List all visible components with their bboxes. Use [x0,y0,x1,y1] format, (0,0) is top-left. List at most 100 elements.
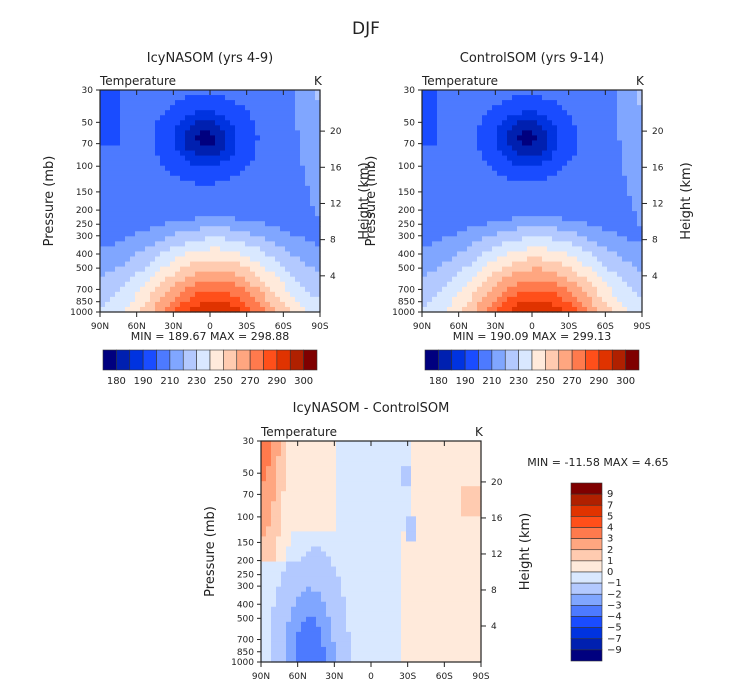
contour-cell [532,236,538,242]
contour-cell [452,155,458,162]
contour-cell [492,95,498,101]
contour-cell [527,95,533,101]
contour-cell [472,201,478,207]
contour-cell [482,185,488,192]
contour-cell [607,216,613,222]
contour-cell [306,511,312,517]
contour-cell [492,271,498,278]
contour-cell [587,155,593,162]
contour-cell [310,180,316,187]
contour-cell [512,120,518,126]
contour-cell [587,271,593,278]
contour-cell [457,180,463,187]
contour-cell [266,646,272,653]
contour-cell [306,546,312,553]
contour-cell [637,226,643,232]
contour-cell [582,145,588,152]
contour-cell [592,100,598,106]
contour-cell [260,206,266,212]
contour-cell [225,276,231,283]
contour-cell [215,266,221,273]
contour-cell [306,461,312,467]
contour-cell [230,130,236,137]
contour-cell [427,185,433,192]
contour-cell [140,190,146,197]
contour-cell [291,616,297,623]
contour-cell [617,135,623,142]
contour-cell [120,165,126,172]
contour-cell [170,185,176,192]
contour-cell [462,130,468,137]
contour-cell [442,145,448,152]
contour-cell [482,90,488,96]
contour-cell [306,476,312,482]
contour-cell [291,551,297,558]
contour-cell [275,195,281,202]
contour-cell [305,145,311,152]
contour-cell [261,631,267,638]
contour-cell [572,190,578,197]
contour-cell [612,281,618,288]
contour-cell [326,516,332,522]
contour-cell [306,441,312,447]
contour-cell [577,246,583,253]
contour-cell [215,301,221,308]
contour-cell [115,190,121,197]
contour-cell [125,120,131,126]
contour-cell [230,180,236,187]
contour-cell [442,231,448,237]
contour-cell [336,456,342,462]
contour-cell [467,236,473,242]
contour-cell [577,276,583,283]
contour-cell [290,105,296,111]
contour-cell [235,251,241,258]
contour-cell [255,100,261,106]
contour-cell [437,291,443,298]
contour-cell [115,231,121,237]
contour-cell [130,150,136,157]
contour-cell [275,296,281,303]
colorbar-label: 270 [241,376,260,387]
contour-cell [160,256,166,263]
contour-cell [170,150,176,157]
contour-cell [612,301,618,308]
contour-cell [145,241,151,248]
contour-cell [240,206,246,212]
contour-cell [567,226,573,232]
contour-cell [286,501,292,507]
contour-cell [477,211,483,217]
contour-cell [125,301,131,308]
contour-cell [637,150,643,157]
contour-cell [255,291,261,298]
contour-cell [472,170,478,177]
contour-cell [230,110,236,116]
contour-cell [517,291,523,298]
contour-cell [492,115,498,121]
contour-cell [295,155,301,162]
contour-cell [617,206,623,212]
contour-cell [507,155,513,162]
contour-cell [311,571,317,578]
contour-cell [230,105,236,111]
contour-cell [637,195,643,202]
contour-cell [140,281,146,288]
contour-cell [457,251,463,258]
contour-cell [316,471,322,477]
contour-cell [356,521,362,527]
contour-cell [522,281,528,288]
contour-cell [477,90,483,96]
colorbar-swatch [289,349,304,371]
contour-cell [286,611,292,618]
contour-cell [507,110,513,116]
contour-cell [220,291,226,298]
contour-cell [260,120,266,126]
contour-cell [260,241,266,248]
contour-cell [270,100,276,106]
contour-cell [190,291,196,298]
contour-cell [537,291,543,298]
contour-cell [592,110,598,116]
contour-cell [502,306,508,313]
contour-cell [442,206,448,212]
contour-cell [557,135,563,142]
contour-cell [240,145,246,152]
